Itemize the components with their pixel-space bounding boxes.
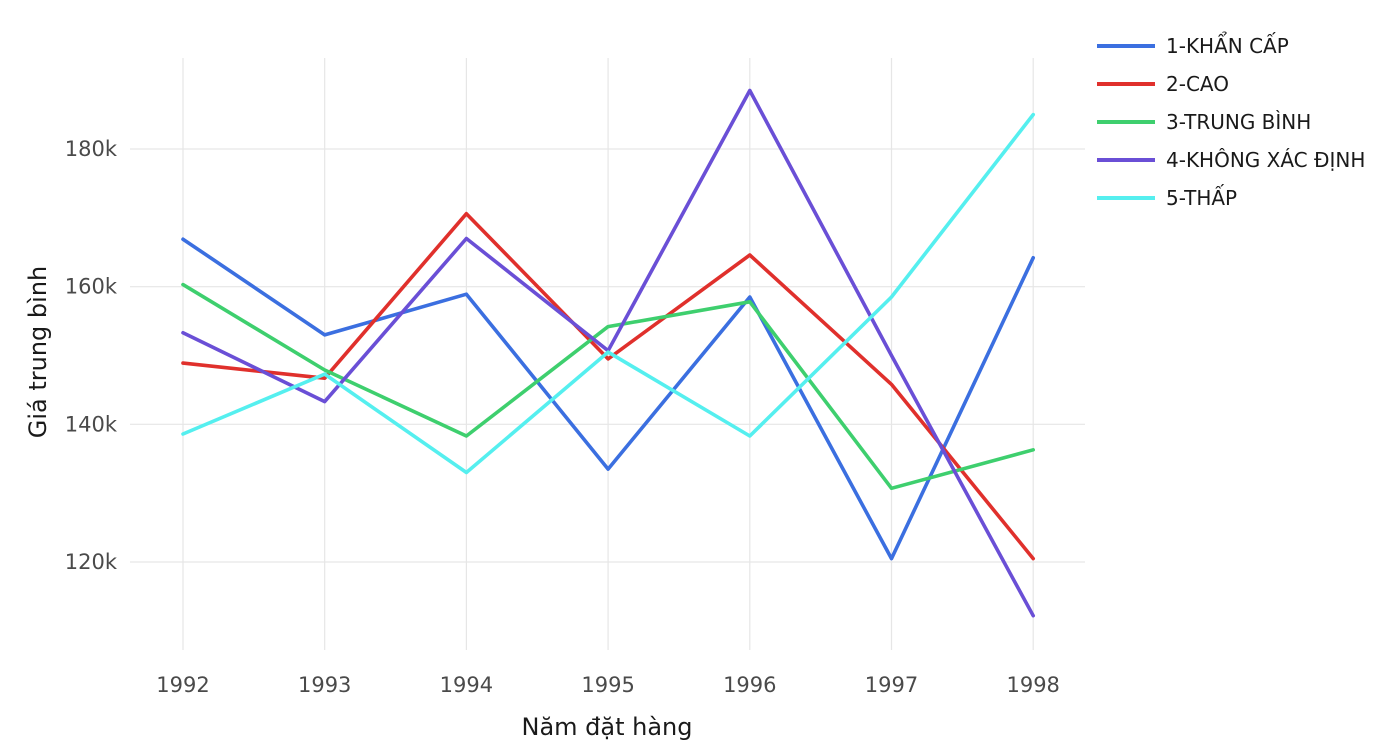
y-tick-label: 120k xyxy=(65,550,118,574)
legend-label: 3-TRUNG BÌNH xyxy=(1166,110,1311,134)
x-tick-label: 1993 xyxy=(298,673,351,697)
legend-label: 4-KHÔNG XÁC ĐỊNH xyxy=(1166,148,1365,172)
series-line-2 xyxy=(181,211,1035,561)
y-tick-label: 180k xyxy=(65,137,118,161)
x-tick-label: 1992 xyxy=(156,673,209,697)
x-tick-label: 1998 xyxy=(1006,673,1059,697)
legend: 1-KHẨN CẤP 2-CAO 3-TRUNG BÌNH 4-KHÔNG XÁC Đ… xyxy=(1097,32,1365,210)
y-axis-title: Giá trung bình xyxy=(24,266,52,439)
series-line-3 xyxy=(181,282,1035,491)
series-line-1 xyxy=(181,237,1035,561)
x-tick-label: 1997 xyxy=(865,673,918,697)
x-axis-ticks: 1992 1993 1994 1995 1996 1997 1998 xyxy=(156,673,1060,697)
x-tick-label: 1994 xyxy=(440,673,493,697)
y-axis-ticks: 120k 140k 160k 180k xyxy=(65,137,118,574)
x-axis-title: Năm đặt hàng xyxy=(521,713,692,741)
legend-label: 2-CAO xyxy=(1166,72,1229,96)
x-tick-label: 1995 xyxy=(581,673,634,697)
series-line-5 xyxy=(181,112,1035,475)
x-tick-label: 1996 xyxy=(723,673,776,697)
legend-label: 1-KHẨN CẤP xyxy=(1166,32,1289,58)
y-tick-label: 140k xyxy=(65,412,118,436)
y-tick-label: 160k xyxy=(65,275,118,299)
legend-label: 5-THẤP xyxy=(1166,185,1237,210)
series-lines xyxy=(181,88,1035,618)
